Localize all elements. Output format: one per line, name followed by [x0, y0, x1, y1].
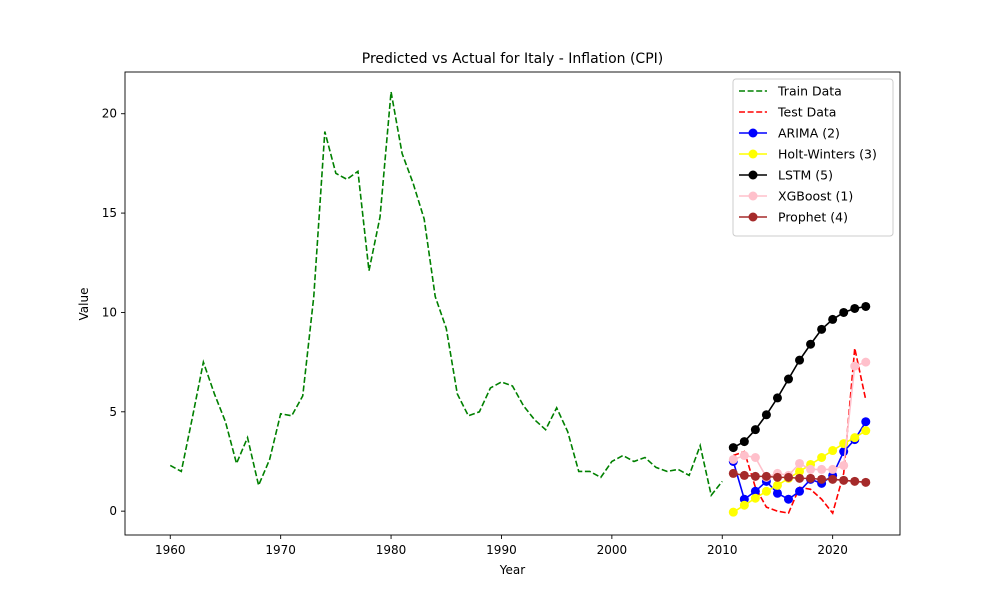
- data-point: [850, 303, 860, 313]
- data-point: [795, 473, 805, 483]
- data-point: [739, 437, 749, 447]
- legend-label: Holt-Winters (3): [778, 147, 877, 162]
- legend-label: XGBoost (1): [778, 189, 853, 204]
- data-point: [839, 447, 849, 457]
- data-point: [739, 470, 749, 480]
- x-tick-label: 2000: [597, 543, 628, 557]
- legend: Train Data Test Data ARIMA (2) Holt-Winters…: [732, 78, 894, 237]
- data-point: [750, 493, 760, 503]
- data-point: [772, 472, 782, 482]
- plot-frame: [124, 71, 901, 536]
- data-point: [750, 471, 760, 481]
- data-point: [861, 417, 871, 427]
- x-tick-label: 1960: [155, 543, 186, 557]
- data-point: [828, 464, 838, 474]
- data-point: [761, 471, 771, 481]
- data-point: [795, 458, 805, 468]
- data-point: [795, 355, 805, 365]
- y-tick-label: 5: [109, 405, 117, 419]
- legend-label: Train Data: [777, 84, 842, 99]
- y-tick-label: 10: [102, 305, 117, 319]
- legend-entry: Prophet (4): [739, 210, 848, 225]
- chart-title: Predicted vs Actual for Italy - Inflatio…: [362, 51, 663, 67]
- data-point: [806, 464, 816, 474]
- data-point: [850, 433, 860, 443]
- legend-entry: Holt-Winters (3): [739, 147, 877, 162]
- series-5: [728, 357, 871, 482]
- data-point: [850, 476, 860, 486]
- legend-label: LSTM (5): [778, 168, 833, 183]
- x-tick-label: 2020: [817, 543, 848, 557]
- data-point: [828, 314, 838, 324]
- x-tick-label: 1970: [265, 543, 296, 557]
- data-point: [817, 453, 827, 463]
- x-axis: 1960 1970 1980 1990 2000 2010 2020: [155, 535, 848, 557]
- data-point: [817, 474, 827, 484]
- x-tick-label: 2010: [707, 543, 738, 557]
- legend-marker: [748, 212, 758, 222]
- data-point: [772, 488, 782, 498]
- data-point: [839, 307, 849, 317]
- data-point: [783, 472, 793, 482]
- y-axis: 0 5 10 15 20: [102, 107, 125, 518]
- data-point: [728, 468, 738, 478]
- data-point: [817, 464, 827, 474]
- data-point: [861, 357, 871, 367]
- y-tick-label: 15: [102, 206, 117, 220]
- data-point: [861, 301, 871, 311]
- legend-entry: XGBoost (1): [739, 189, 853, 204]
- data-point: [761, 410, 771, 420]
- x-tick-label: 1990: [486, 543, 517, 557]
- legend-entry: ARIMA (2): [739, 126, 840, 141]
- legend-marker: [748, 191, 758, 201]
- data-point: [761, 486, 771, 496]
- data-point: [839, 475, 849, 485]
- data-point: [828, 474, 838, 484]
- data-point: [783, 374, 793, 384]
- data-point: [861, 426, 871, 436]
- x-tick-label: 1980: [376, 543, 407, 557]
- data-point: [795, 486, 805, 496]
- data-point: [739, 500, 749, 510]
- data-point: [806, 339, 816, 349]
- data-point: [828, 446, 838, 456]
- series-line: [169, 91, 723, 498]
- series-0: [169, 91, 723, 498]
- legend-label: Prophet (4): [778, 210, 848, 225]
- data-point: [839, 460, 849, 470]
- data-point: [750, 425, 760, 435]
- series-4: [728, 301, 871, 453]
- legend-entry: Train Data: [739, 84, 842, 99]
- data-point: [728, 443, 738, 453]
- data-point: [861, 477, 871, 487]
- data-point: [750, 453, 760, 463]
- data-point: [750, 486, 760, 496]
- legend-label: Test Data: [777, 105, 836, 120]
- data-point: [850, 361, 860, 371]
- legend-marker: [748, 128, 758, 138]
- data-point: [772, 393, 782, 403]
- legend-entry: LSTM (5): [739, 168, 833, 183]
- legend-entry: Test Data: [739, 105, 836, 120]
- data-point: [783, 494, 793, 504]
- data-point: [806, 473, 816, 483]
- data-point: [728, 507, 738, 517]
- legend-box: [732, 78, 894, 237]
- legend-marker: [748, 170, 758, 180]
- data-point: [772, 480, 782, 490]
- series-6: [728, 468, 871, 487]
- y-tick-label: 0: [109, 504, 117, 518]
- x-axis-label: Year: [499, 563, 525, 577]
- data-point: [817, 324, 827, 334]
- data-point: [795, 466, 805, 476]
- y-axis-label: Value: [77, 288, 91, 321]
- legend-label: ARIMA (2): [778, 126, 840, 141]
- data-point: [728, 454, 738, 464]
- legend-marker: [748, 149, 758, 159]
- data-point: [739, 451, 749, 461]
- y-tick-label: 20: [102, 107, 117, 121]
